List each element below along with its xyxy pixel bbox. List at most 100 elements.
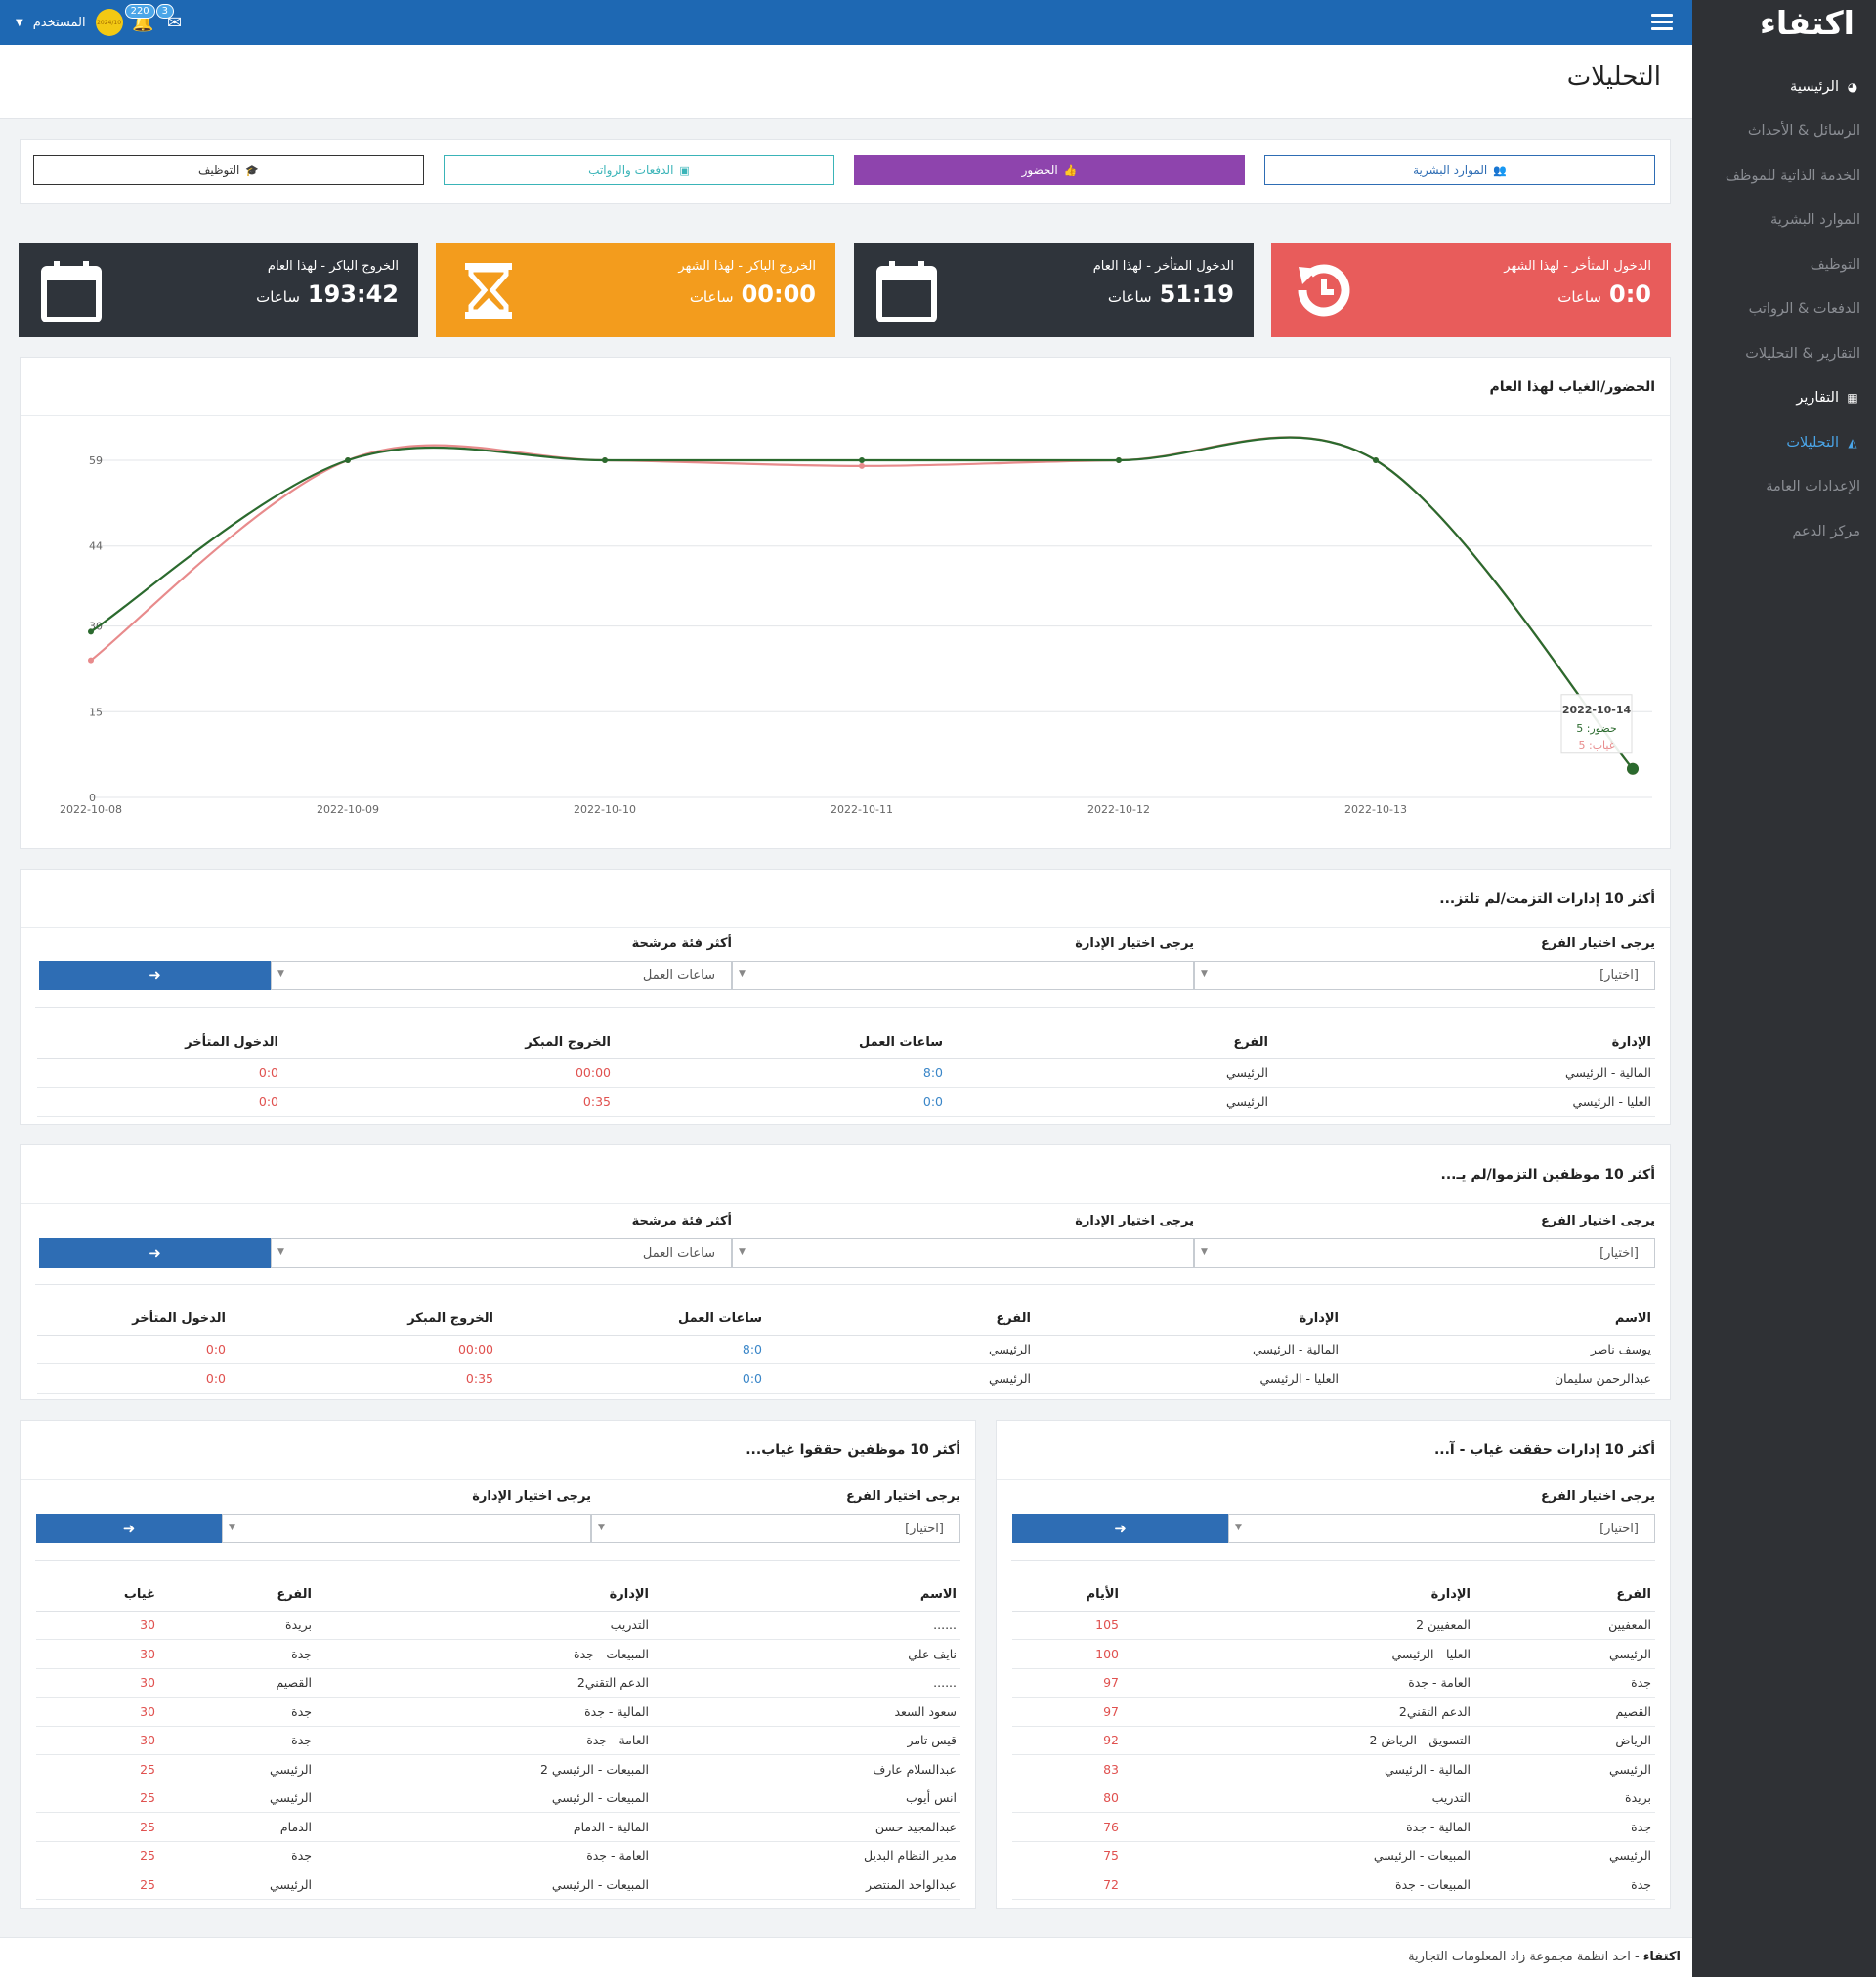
column-header[interactable]: ساعات العمل (497, 1304, 766, 1336)
cell-late-entry: 0:0 (37, 1058, 282, 1088)
column-header[interactable]: الفرع (159, 1579, 316, 1612)
x-tick-label: 2022-10-09 (317, 803, 379, 816)
sidebar-item-hr[interactable]: الموارد البشرية (1692, 198, 1876, 243)
sidebar-item-label: الإعدادات العامة (1766, 479, 1860, 495)
column-header[interactable]: الفرع (1474, 1579, 1655, 1612)
app-logo[interactable]: اكتفاء (1760, 3, 1855, 42)
table-cell: القصيم (159, 1668, 316, 1698)
table-cell: جدة (159, 1841, 316, 1870)
column-header[interactable]: الإدارة (1272, 1027, 1655, 1059)
table-cell: جدة (1474, 1812, 1655, 1842)
table-cell: 25 (36, 1812, 159, 1842)
tab-recruitment[interactable]: 🎓 التوظيف (33, 155, 424, 185)
table-cell: 30 (36, 1697, 159, 1727)
table-icon: ▦ (1847, 391, 1858, 406)
table-cell: المبيعات - الرئيسي 2 (316, 1754, 653, 1784)
column-header[interactable]: الدخول المتأخر (37, 1304, 230, 1336)
table-cell: الرياض (1474, 1726, 1655, 1755)
footer-brand: اكتفاء (1642, 1950, 1681, 1964)
chevron-down-icon[interactable]: ▼ (16, 17, 23, 28)
sidebar-item-support[interactable]: مركز الدعم (1692, 509, 1876, 554)
table-cell: قيس تامر (653, 1726, 960, 1755)
dept-select[interactable]: ▼ (222, 1514, 591, 1543)
sidebar-item-home[interactable]: ◕ الرئيسية (1692, 64, 1876, 109)
column-header[interactable]: الخروج المبكر (282, 1027, 615, 1059)
column-header[interactable]: الفرع (947, 1027, 1272, 1059)
arrow-left-icon: ➜ (149, 1244, 161, 1262)
sidebar-item-recruitment[interactable]: التوظيف (1692, 242, 1876, 287)
attendance-chart-panel: الحضور/الغياب لهذا العام 0 15 30 44 59 2022-1… (20, 357, 1671, 849)
column-header[interactable]: الاسم (653, 1579, 960, 1612)
y-tick-label: 44 (89, 540, 103, 553)
submit-arrow-button[interactable]: ➜ (36, 1514, 222, 1543)
cell-branch: الرئيسي (766, 1363, 1035, 1394)
tab-label: الدفعات والرواتب (588, 163, 674, 177)
sidebar-item-analytics[interactable]: ◭ التحليلات (1692, 420, 1876, 465)
column-header[interactable]: الأيام (1012, 1579, 1123, 1612)
x-tick-label: 2022-10-11 (831, 803, 893, 816)
column-header[interactable]: غياب (36, 1579, 159, 1612)
table-row: عبدالواحد المنتصر المبيعات - الرئيسي الرئي… (36, 1870, 960, 1900)
branch-label: يرجى اختيار الفرع (1540, 1489, 1655, 1504)
submit-arrow-button[interactable]: ➜ (39, 961, 271, 990)
table-cell: 25 (36, 1841, 159, 1870)
hamburger-menu-icon[interactable] (1651, 14, 1673, 30)
sidebar-item-payroll[interactable]: الدفعات & الرواتب (1692, 287, 1876, 332)
branch-select[interactable]: [اختيار] ▼ (591, 1514, 960, 1543)
branch-select[interactable]: [اختيار] ▼ (1194, 961, 1655, 990)
stat-title: الدخول المتأخر - لهذا الشهر (1504, 259, 1651, 274)
dept-select[interactable]: ▼ (732, 961, 1194, 990)
column-header[interactable]: الفرع (766, 1304, 1035, 1336)
column-header[interactable]: الخروج المبكر (230, 1304, 497, 1336)
table-header-row: الإدارة الفرع ساعات العمل الخروج المبكر … (37, 1027, 1655, 1059)
user-menu[interactable]: المستخدم (32, 15, 86, 30)
category-select[interactable]: ساعات العمل ▼ (271, 961, 732, 990)
table-cell: ...... (653, 1611, 960, 1640)
envelope-icon[interactable]: ✉ 3 (155, 4, 186, 33)
footer: اكتفاء - احد انظمة مجموعة زاد المعلومات … (0, 1937, 1692, 1977)
tab-attendance[interactable]: 👍 الحضور (854, 155, 1245, 185)
dept-select[interactable]: ▼ (732, 1238, 1194, 1268)
submit-arrow-button[interactable]: ➜ (1012, 1514, 1228, 1543)
dept-label: يرجى اختيار الإدارة (472, 1489, 591, 1504)
cell-late-entry: 0:0 (37, 1363, 230, 1394)
column-header[interactable]: الدخول المتأخر (37, 1027, 282, 1059)
x-tick-label: 2022-10-10 (574, 803, 636, 816)
branch-select[interactable]: [اختيار] ▼ (1228, 1514, 1655, 1543)
chevron-down-icon: ▼ (739, 1247, 746, 1257)
table-row: مدير النظام البديل العامة - جدة جدة 25 (36, 1841, 960, 1870)
stat-value: 51:19 (1159, 280, 1234, 308)
sidebar-item-settings[interactable]: الإعدادات العامة (1692, 465, 1876, 510)
category-select[interactable]: ساعات العمل ▼ (271, 1238, 732, 1268)
submit-arrow-button[interactable]: ➜ (39, 1238, 271, 1268)
branch-select[interactable]: [اختيار] ▼ (1194, 1238, 1655, 1268)
tab-payroll[interactable]: ▣ الدفعات والرواتب (444, 155, 834, 185)
y-tick-label: 59 (89, 454, 103, 467)
table-row: قيس تامر العامة - جدة جدة 30 (36, 1726, 960, 1755)
stat-title: الدخول المتأخر - لهذا العام (1092, 259, 1234, 274)
column-header[interactable]: الإدارة (316, 1579, 653, 1612)
table-cell: جدة (159, 1697, 316, 1727)
sidebar-item-messages[interactable]: الرسائل & الأحداث (1692, 109, 1876, 154)
table-cell: العامة - جدة (316, 1726, 653, 1755)
sidebar-item-reports[interactable]: ▦ التقارير (1692, 376, 1876, 421)
sidebar-item-self-service[interactable]: الخدمة الذاتية للموظف (1692, 153, 1876, 198)
table-header-row: الفرع الإدارة الأيام (1012, 1579, 1655, 1612)
table-row: جدة المالية - جدة 76 (1012, 1812, 1655, 1842)
tab-hr[interactable]: 👥 الموارد البشرية (1264, 155, 1655, 185)
category-label: أكثر فئة مرشحة (631, 1214, 732, 1228)
stat-card-early-month: الخروج الباكر - لهذا الشهر 00:00 ساعات (436, 243, 835, 337)
table-row: يوسف ناصر المالية - الرئيسي الرئيسي 8:0 … (37, 1335, 1655, 1364)
sidebar-item-label: الرئيسية (1790, 78, 1839, 95)
sidebar-item-reports-analytics[interactable]: التقارير & التحليلات (1692, 331, 1876, 376)
bell-icon[interactable]: 🔔 220 (124, 4, 155, 33)
absence-dept-panel: أكثر 10 إدارات حققت غياب - آ... يرجى اخت… (996, 1420, 1671, 1909)
column-header[interactable]: الاسم (1343, 1304, 1655, 1336)
column-header[interactable]: ساعات العمل (615, 1027, 947, 1059)
column-header[interactable]: الإدارة (1035, 1304, 1343, 1336)
column-header[interactable]: الإدارة (1123, 1579, 1474, 1612)
avatar[interactable]: 2024/10 (95, 9, 123, 36)
data-point (1116, 457, 1122, 463)
dept-compliance-panel: أكثر 10 إدارات التزمت/لم تلتز... يرجى اخ… (20, 869, 1671, 1125)
